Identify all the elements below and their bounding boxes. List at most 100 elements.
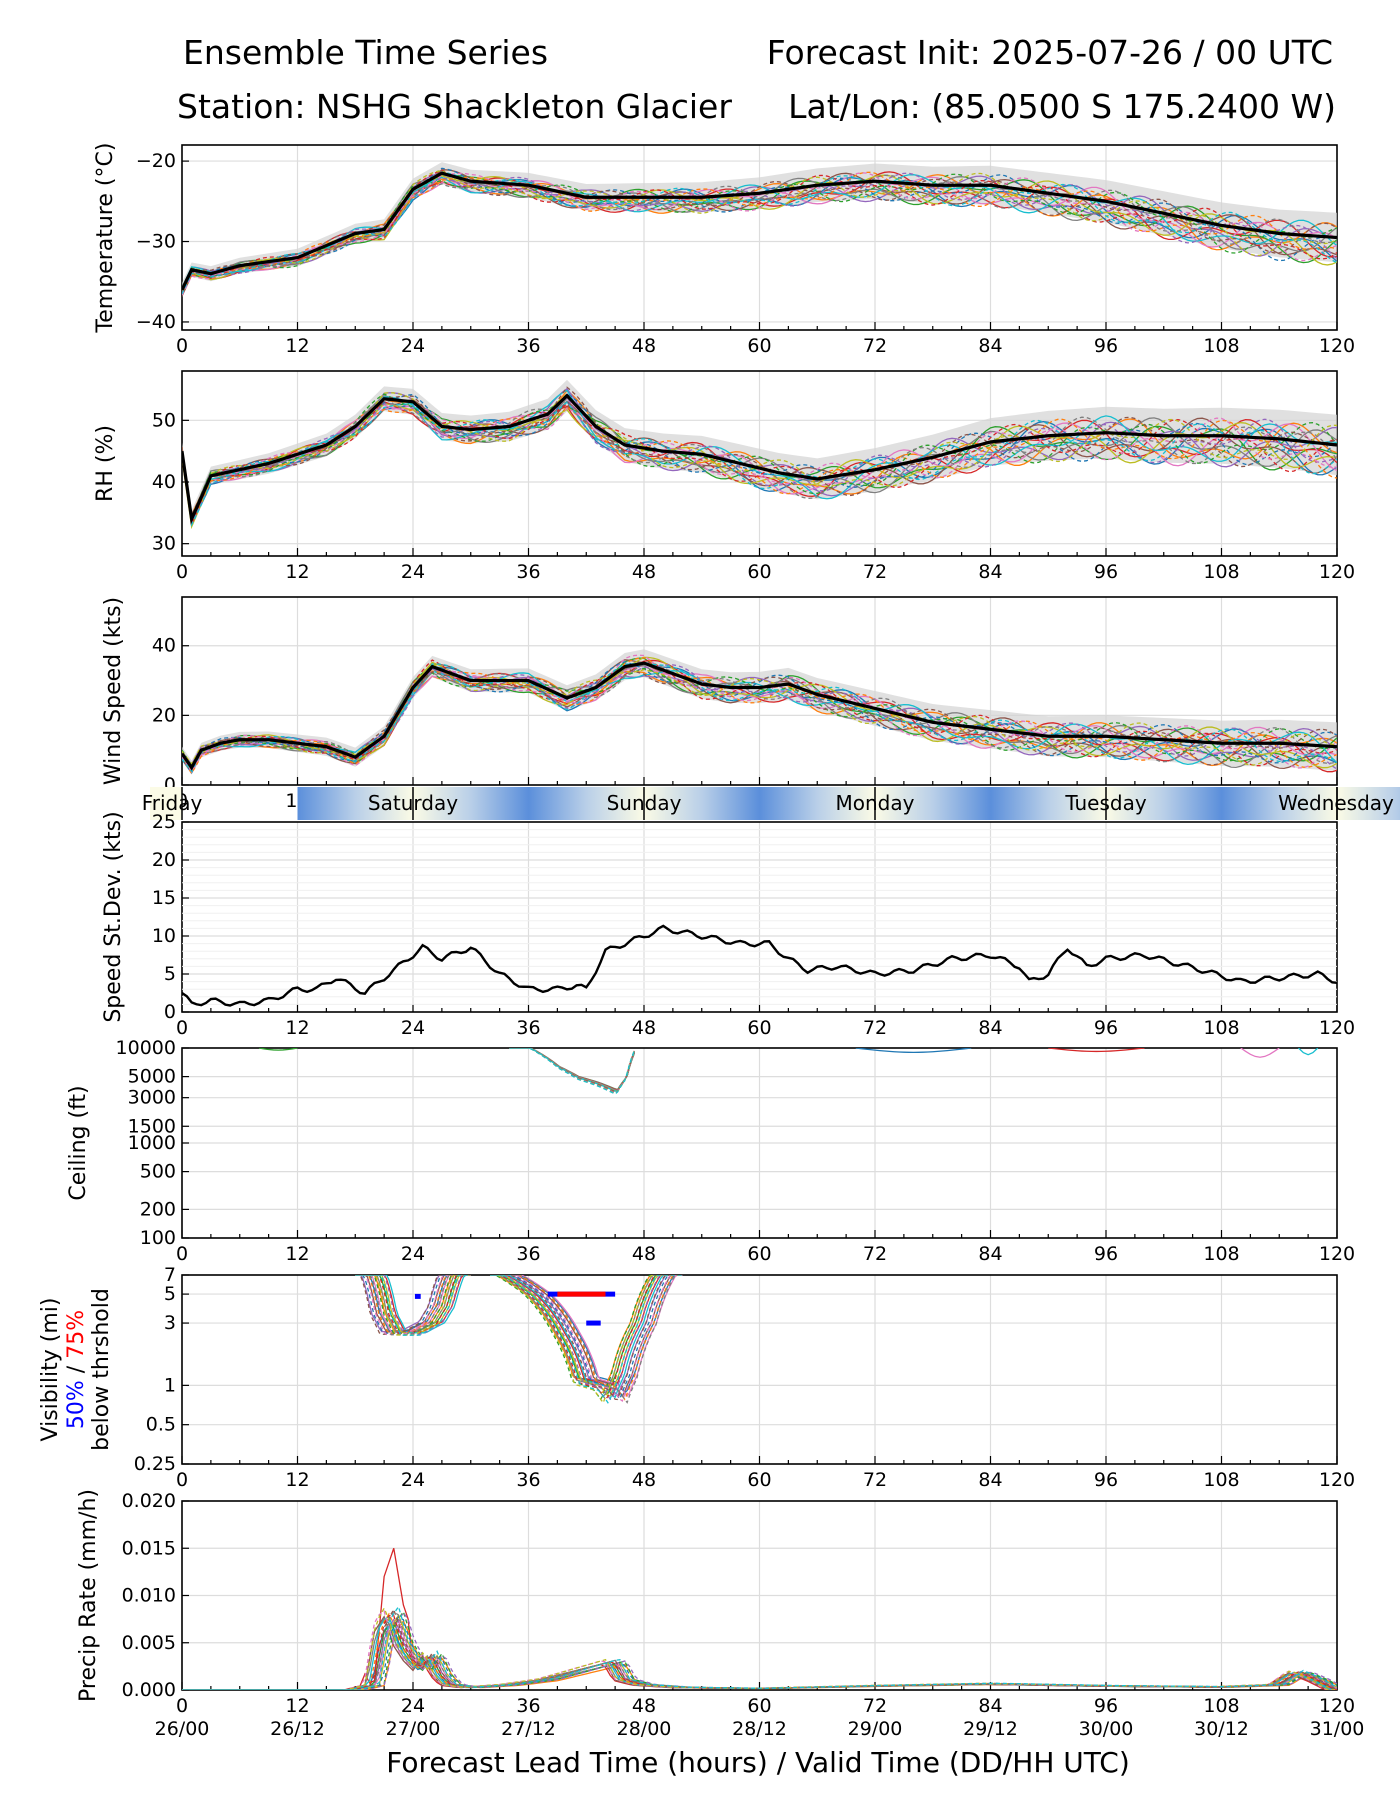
y-tick-label: −30 bbox=[136, 231, 176, 253]
valid-time-label: 30/00 bbox=[1079, 1718, 1134, 1740]
y-tick-label: 20 bbox=[152, 704, 176, 726]
ensemble-member-line bbox=[182, 659, 1337, 768]
x-tick-label: 36 bbox=[516, 335, 540, 357]
x-tick-label: 84 bbox=[978, 1017, 1002, 1039]
visibility-member-line bbox=[355, 1275, 471, 1336]
stdev-line bbox=[182, 924, 1337, 1007]
x-tick-label: 120 bbox=[1319, 1469, 1355, 1491]
x-tick-label: 0 bbox=[176, 1243, 188, 1265]
y-tick-label: 25 bbox=[152, 811, 176, 833]
x-tick-label: 84 bbox=[978, 561, 1002, 583]
y-tick-label: 500 bbox=[140, 1161, 176, 1183]
ensemble-member-line bbox=[182, 171, 1337, 294]
y-tick-label: 5000 bbox=[128, 1066, 176, 1088]
x-tick-label: 48 bbox=[632, 1017, 656, 1039]
x-tick-label: 72 bbox=[863, 1243, 887, 1265]
x-tick-label: 36 bbox=[516, 1695, 540, 1717]
x-tick-label: 0 bbox=[176, 1017, 188, 1039]
x-tick-label: 84 bbox=[978, 335, 1002, 357]
x-axis-label: Forecast Lead Time (hours) / Valid Time … bbox=[386, 1746, 1130, 1779]
title-right: Forecast Init: 2025-07-26 / 00 UTC bbox=[767, 33, 1333, 72]
x-tick-label: 60 bbox=[747, 1243, 771, 1265]
x-tick-label: 48 bbox=[632, 1469, 656, 1491]
x-tick-label: 108 bbox=[1203, 1243, 1239, 1265]
visibility-member-line bbox=[490, 1275, 683, 1401]
precip-member-line bbox=[182, 1605, 1337, 1690]
x-tick-label: 120 bbox=[1319, 1243, 1355, 1265]
valid-time-label: 27/00 bbox=[386, 1718, 441, 1740]
y-tick-label: 10000 bbox=[116, 1037, 176, 1059]
day-label: Friday bbox=[142, 791, 203, 815]
y-axis-label: Speed St.Dev. (kts) bbox=[101, 811, 126, 1022]
y-tick-label: −20 bbox=[136, 150, 176, 172]
y-tick-label: 20 bbox=[152, 849, 176, 871]
x-tick-label: 48 bbox=[632, 1695, 656, 1717]
valid-time-label: 28/00 bbox=[617, 1718, 672, 1740]
valid-time-label: 27/12 bbox=[501, 1718, 556, 1740]
visibility-member-line bbox=[490, 1275, 683, 1404]
y-tick-label: 3 bbox=[164, 1312, 176, 1334]
x-tick-label: 0 bbox=[176, 1695, 188, 1717]
ensemble-member-line bbox=[182, 661, 1337, 770]
panel-plot-group bbox=[355, 1275, 683, 1405]
title-left: Ensemble Time Series bbox=[183, 33, 548, 72]
y-axis-label: Ceiling (ft) bbox=[66, 1085, 91, 1200]
x-tick-label: 12 bbox=[285, 1017, 309, 1039]
visibility-member-line bbox=[490, 1275, 683, 1401]
x-tick-label: 60 bbox=[747, 1017, 771, 1039]
spread-band bbox=[182, 379, 1337, 528]
y-tick-label: 1000 bbox=[128, 1132, 176, 1154]
valid-time-label: 30/12 bbox=[1194, 1718, 1249, 1740]
x-tick-label: 96 bbox=[1094, 1695, 1118, 1717]
y-tick-label: 50 bbox=[152, 409, 176, 431]
legend-75pct: 75% bbox=[64, 1310, 89, 1359]
valid-time-label: 26/12 bbox=[270, 1718, 325, 1740]
x-tick-label: 36 bbox=[516, 1469, 540, 1491]
valid-time-label: 26/00 bbox=[155, 1718, 210, 1740]
x-tick-label: 96 bbox=[1094, 1017, 1118, 1039]
plot-layer: 0 12 24 36 48 60 72 84 96 108 120−40−30−20Temperat… bbox=[38, 143, 1400, 1740]
x-tick-label: 0 bbox=[176, 1469, 188, 1491]
x-tick-label: 72 bbox=[863, 1017, 887, 1039]
x-tick-label: 108 bbox=[1203, 1469, 1239, 1491]
ceiling-member-line bbox=[509, 1048, 635, 1095]
ceiling-member-line bbox=[1048, 1048, 1145, 1053]
panel-plot-group bbox=[182, 1548, 1337, 1690]
y-tick-label: 0.005 bbox=[122, 1632, 176, 1654]
x-tick-label: 12 bbox=[285, 1243, 309, 1265]
day-label: Sunday bbox=[607, 791, 682, 815]
y-tick-label: 0.015 bbox=[122, 1537, 176, 1559]
valid-time-label: 29/00 bbox=[848, 1718, 903, 1740]
legend-50pct: 50% bbox=[64, 1380, 89, 1429]
x-tick-label: 84 bbox=[978, 1243, 1002, 1265]
y-axis-label: RH (%) bbox=[93, 425, 118, 502]
visibility-axis-label: Visibility (mi) bbox=[38, 1298, 63, 1442]
x-tick-label: 24 bbox=[401, 1243, 425, 1265]
ensemble-mean-line bbox=[182, 393, 1337, 525]
x-tick-label: 96 bbox=[1094, 1469, 1118, 1491]
ensemble-member-line bbox=[182, 172, 1337, 296]
ensemble-member-line bbox=[182, 401, 1337, 528]
valid-time-label: 28/12 bbox=[732, 1718, 787, 1740]
visibility-member-line bbox=[355, 1275, 471, 1333]
ensemble-member-line bbox=[182, 662, 1337, 766]
x-tick-label: 84 bbox=[978, 1469, 1002, 1491]
x-tick-label: 84 bbox=[978, 1695, 1002, 1717]
day-label: Wednesday bbox=[1278, 791, 1394, 815]
x-tick-label: 72 bbox=[863, 335, 887, 357]
ensemble-mean-line bbox=[182, 171, 1337, 291]
day-label: Monday bbox=[836, 791, 915, 815]
x-tick-label: 36 bbox=[516, 561, 540, 583]
ensemble-member-line bbox=[182, 663, 1337, 770]
latlon-label: Lat/Lon: (85.0500 S 175.2400 W) bbox=[788, 87, 1336, 126]
visibility-member-line bbox=[490, 1275, 683, 1397]
x-tick-label: 0 bbox=[176, 561, 188, 583]
x-tick-label: 12 bbox=[285, 335, 309, 357]
ensemble-member-line bbox=[182, 667, 1337, 766]
ceiling-member-line bbox=[1240, 1048, 1280, 1058]
y-tick-label: 1 bbox=[164, 1374, 176, 1396]
x-tick-label: 0 bbox=[176, 335, 188, 357]
x-tick-label: 108 bbox=[1203, 1017, 1239, 1039]
x-tick-label: 12 bbox=[285, 1695, 309, 1717]
day-label: Saturday bbox=[368, 791, 458, 815]
